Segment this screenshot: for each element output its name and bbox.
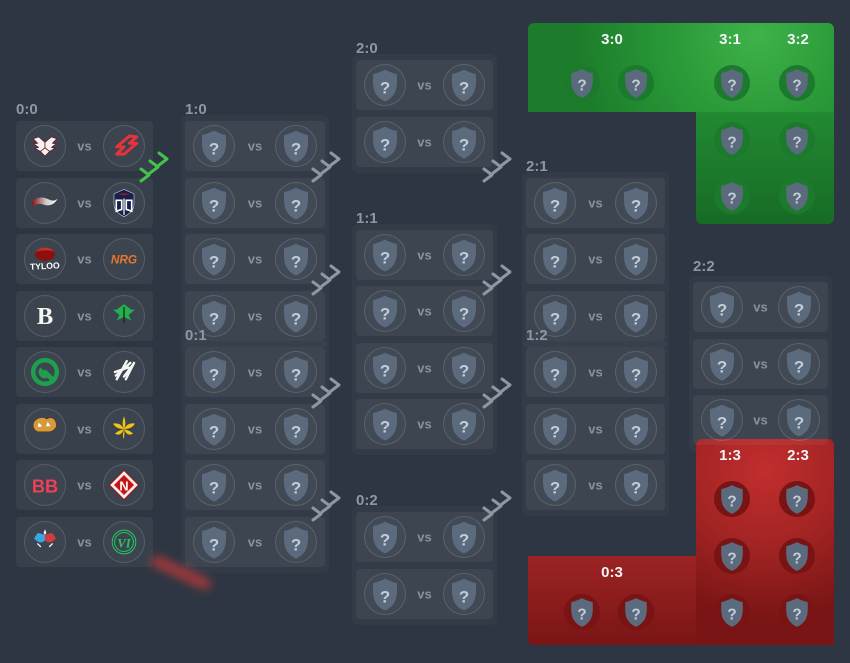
svg-text:?: ? [631, 607, 640, 624]
svg-text:?: ? [792, 134, 801, 151]
svg-text:?: ? [550, 422, 560, 441]
svg-text:?: ? [380, 78, 390, 97]
svg-text:?: ? [459, 135, 469, 154]
svg-text:?: ? [459, 417, 469, 436]
svg-text:?: ? [459, 530, 469, 549]
svg-text:?: ? [380, 304, 390, 323]
svg-text:B: B [37, 303, 53, 330]
svg-text:?: ? [792, 550, 801, 567]
svg-text:?: ? [291, 365, 301, 384]
svg-text:?: ? [291, 309, 301, 328]
svg-text:?: ? [459, 361, 469, 380]
svg-text:?: ? [291, 196, 301, 215]
svg-text:?: ? [380, 587, 390, 606]
svg-text:?: ? [631, 78, 640, 95]
svg-text:?: ? [380, 361, 390, 380]
svg-text:?: ? [792, 607, 801, 624]
svg-text:?: ? [631, 252, 641, 271]
svg-text:?: ? [209, 535, 219, 554]
svg-text:?: ? [209, 196, 219, 215]
svg-text:?: ? [380, 135, 390, 154]
svg-text:?: ? [209, 309, 219, 328]
svg-text:?: ? [209, 365, 219, 384]
svg-text:?: ? [550, 365, 560, 384]
svg-text:?: ? [577, 78, 586, 95]
svg-text:?: ? [459, 78, 469, 97]
svg-text:?: ? [209, 139, 219, 158]
svg-text:?: ? [550, 478, 560, 497]
svg-text:?: ? [727, 134, 736, 151]
svg-text:?: ? [380, 248, 390, 267]
svg-text:?: ? [459, 304, 469, 323]
svg-text:?: ? [727, 494, 736, 511]
svg-text:?: ? [380, 417, 390, 436]
svg-text:?: ? [631, 196, 641, 215]
svg-text:?: ? [631, 478, 641, 497]
svg-text:?: ? [727, 78, 736, 95]
svg-text:?: ? [550, 196, 560, 215]
svg-text:?: ? [792, 494, 801, 511]
svg-text:TYLOO: TYLOO [30, 260, 60, 272]
svg-text:?: ? [459, 587, 469, 606]
svg-text:?: ? [717, 413, 727, 432]
svg-text:?: ? [577, 607, 586, 624]
svg-text:?: ? [550, 252, 560, 271]
svg-text:?: ? [291, 422, 301, 441]
svg-text:VI: VI [117, 536, 131, 550]
svg-text:?: ? [794, 357, 804, 376]
svg-text:?: ? [209, 478, 219, 497]
svg-text:?: ? [794, 413, 804, 432]
svg-text:?: ? [631, 422, 641, 441]
svg-text:?: ? [631, 365, 641, 384]
svg-text:?: ? [727, 550, 736, 567]
svg-text:?: ? [727, 607, 736, 624]
svg-text:?: ? [792, 78, 801, 95]
svg-text:?: ? [727, 191, 736, 208]
svg-text:?: ? [291, 139, 301, 158]
svg-text:?: ? [550, 309, 560, 328]
svg-text:?: ? [794, 300, 804, 319]
svg-text:BB: BB [32, 476, 58, 496]
svg-text:NRG: NRG [111, 253, 137, 267]
svg-text:?: ? [209, 422, 219, 441]
svg-text:?: ? [792, 191, 801, 208]
svg-text:?: ? [380, 530, 390, 549]
svg-text:?: ? [291, 478, 301, 497]
svg-text:N: N [119, 478, 128, 493]
svg-text:?: ? [291, 535, 301, 554]
svg-text:?: ? [459, 248, 469, 267]
svg-text:?: ? [717, 300, 727, 319]
svg-text:?: ? [209, 252, 219, 271]
svg-text:?: ? [717, 357, 727, 376]
svg-text:?: ? [291, 252, 301, 271]
svg-text:?: ? [631, 309, 641, 328]
